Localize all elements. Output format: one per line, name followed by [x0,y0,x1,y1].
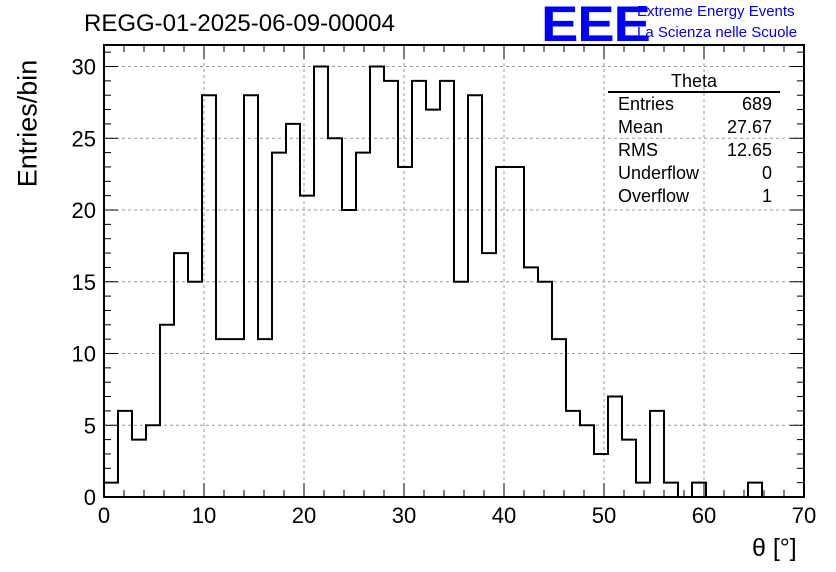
x-tick-label: 10 [192,503,216,528]
x-tick-label: 20 [292,503,316,528]
stats-row-overflow: Overflow 1 [608,185,780,208]
eee-logo: EEE [541,0,651,52]
x-tick-label: 30 [392,503,416,528]
stats-value: 689 [741,94,772,114]
stats-row-entries: Entries 689 [608,93,780,116]
x-tick-label: 50 [592,503,616,528]
y-tick-label: 0 [84,485,96,510]
x-tick-label: 40 [492,503,516,528]
plot-frame [103,44,805,498]
x-tick-label: 60 [692,503,716,528]
y-axis-label: Entries/bin [12,59,43,188]
chart-title: REGG-01-2025-06-09-00004 [84,10,395,37]
stats-value: 12.65 [726,140,772,160]
x-tick-label: 70 [792,503,816,528]
stats-name: Theta [608,71,780,93]
y-tick-label: 20 [72,198,96,223]
stats-value: 1 [761,186,772,206]
logo-line-1: Extreme Energy Events [637,3,795,20]
stats-row-mean: Mean 27.67 [608,116,780,139]
stats-box: Theta Entries 689 Mean 27.67 RMS 12.65 U… [608,71,780,208]
histogram-series [103,65,804,498]
stats-value: 27.67 [726,117,772,137]
y-tick-label: 30 [72,55,96,80]
stats-label: Underflow [618,163,700,183]
stats-value: 0 [761,163,772,183]
stats-row-underflow: Underflow 0 [608,162,780,185]
stats-label: Entries [618,94,675,114]
stats-label: RMS [618,140,658,160]
x-axis-label: θ [°] [752,534,797,562]
stats-label: Overflow [618,186,690,206]
logo-line-2: La Scienza nelle Scuole [637,24,798,41]
y-tick-label: 15 [72,270,96,295]
y-tick-label: 10 [72,342,96,367]
stats-label: Mean [618,117,664,137]
y-tick-label: 25 [72,126,96,151]
stats-row-rms: RMS 12.65 [608,139,780,162]
y-tick-label: 5 [84,413,96,438]
x-tick-label: 0 [98,503,110,528]
